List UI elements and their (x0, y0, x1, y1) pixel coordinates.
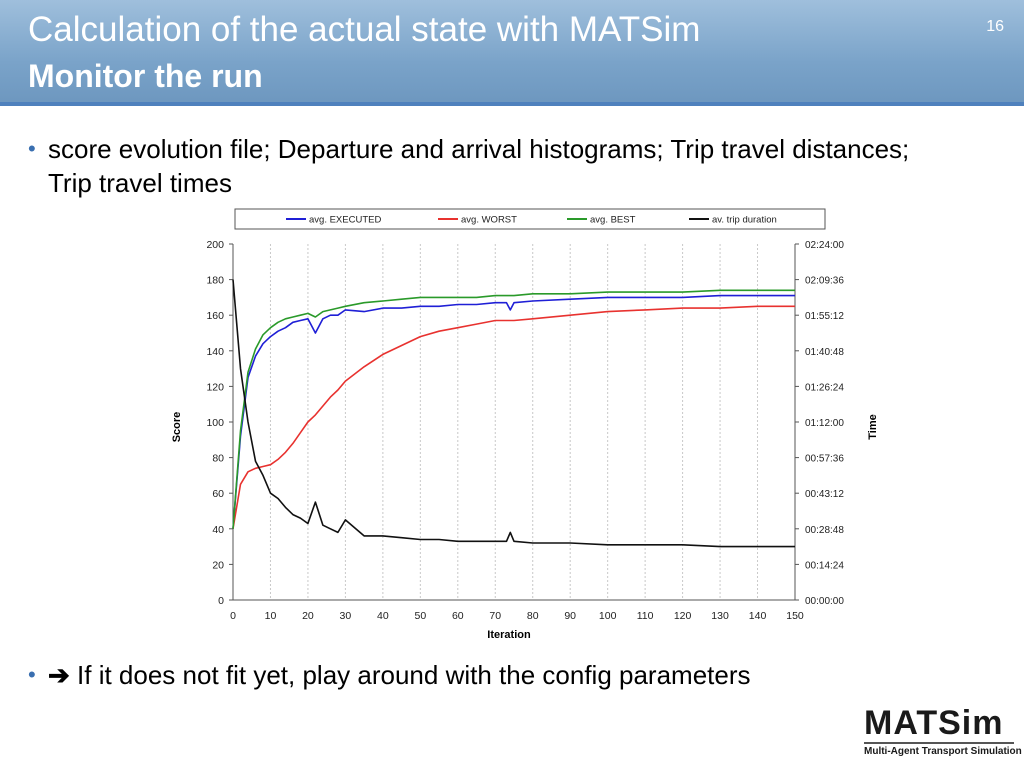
y-tick-label: 180 (206, 275, 224, 287)
bullet-marker: • (28, 662, 36, 687)
bullet-1: • score evolution file; Departure and ar… (28, 132, 948, 200)
x-tick-label: 140 (749, 610, 767, 622)
y-tick-label: 100 (206, 417, 224, 429)
bullet-marker: • (28, 136, 36, 161)
x-axis-label: Iteration (487, 629, 531, 641)
y2-tick-label: 02:24:00 (805, 240, 844, 251)
y2-tick-label: 00:00:00 (805, 596, 844, 607)
y2-tick-label: 01:26:24 (805, 382, 844, 393)
y-tick-label: 80 (212, 453, 224, 465)
x-tick-label: 110 (637, 610, 654, 622)
x-tick-label: 20 (302, 610, 314, 622)
series-line-avg-executed (232, 294, 795, 529)
x-tick-label: 80 (527, 610, 539, 622)
y-tick-label: 40 (212, 524, 224, 536)
y-tick-label: 20 (212, 559, 224, 571)
y2-axis-label: Time (867, 414, 879, 439)
y2-tick-label: 00:43:12 (805, 489, 844, 500)
chart-lines (232, 279, 795, 548)
y-tick-label: 120 (206, 381, 224, 393)
y2-tick-label: 01:55:12 (805, 311, 844, 322)
series-line-av-trip-duration (232, 279, 795, 548)
x-tick-label: 120 (674, 610, 692, 622)
legend-label: av. trip duration (712, 215, 777, 226)
legend-box (234, 208, 826, 230)
y-tick-label: 0 (218, 595, 224, 607)
logo-wordmark: MATSim (864, 704, 1004, 742)
y2-tick-label: 01:40:48 (805, 347, 844, 358)
x-tick-label: 100 (599, 610, 617, 622)
slide-title: Calculation of the actual state with MAT… (28, 10, 701, 49)
x-tick-label: 60 (452, 610, 464, 622)
page-number: 16 (986, 18, 1004, 35)
bullet-1-text: score evolution file; Departure and arri… (48, 134, 910, 198)
score-chart: avg. EXECUTED avg. WORST avg. BEST av. trip… (171, 208, 879, 641)
logo-subtitle: Multi-Agent Transport Simulation (864, 742, 1022, 757)
y2-tick-label: 02:09:36 (805, 276, 844, 287)
y2-tick-label: 01:12:00 (805, 418, 844, 429)
slide-header (0, 0, 1024, 104)
bullet-2: • ➔ If it does not fit yet, play around … (28, 658, 948, 692)
slide-subtitle: Monitor the run (28, 58, 263, 94)
y-tick-label: 60 (212, 488, 224, 500)
y-tick-label: 140 (206, 346, 224, 358)
x-tick-label: 90 (564, 610, 576, 622)
x-tick-label: 30 (340, 610, 352, 622)
legend-label: avg. WORST (461, 215, 517, 226)
header-rule (0, 102, 1024, 106)
series-line-avg-best (232, 289, 795, 529)
x-tick-label: 50 (414, 610, 426, 622)
y2-tick-label: 00:28:48 (805, 525, 844, 536)
legend-label: avg. EXECUTED (309, 215, 381, 226)
y2-tick-label: 00:57:36 (805, 454, 844, 465)
x-tick-label: 40 (377, 610, 389, 622)
arrow-right-icon: ➔ (48, 660, 70, 690)
y-axis-label: Score (171, 412, 183, 443)
y2-tick-label: 00:14:24 (805, 560, 844, 571)
y-tick-label: 200 (206, 239, 224, 251)
x-tick-label: 150 (786, 610, 804, 622)
x-tick-label: 0 (230, 610, 236, 622)
series-line-avg-worst (232, 305, 795, 529)
x-tick-label: 10 (265, 610, 277, 622)
chart-legend: avg. EXECUTED avg. WORST avg. BEST av. trip… (234, 208, 826, 230)
chart-axes: 0 10 20 30 40 50 60 70 80 90 100 110 120 130 140 150 0 20… (206, 239, 844, 622)
bullet-2-text: If it does not fit yet, play around with… (69, 660, 751, 690)
matsim-logo: MATSim Multi-Agent Transport Simulation (864, 704, 1022, 757)
y-tick-label: 160 (206, 310, 224, 322)
legend-label: avg. BEST (590, 215, 636, 226)
x-tick-label: 70 (489, 610, 501, 622)
x-tick-label: 130 (711, 610, 729, 622)
